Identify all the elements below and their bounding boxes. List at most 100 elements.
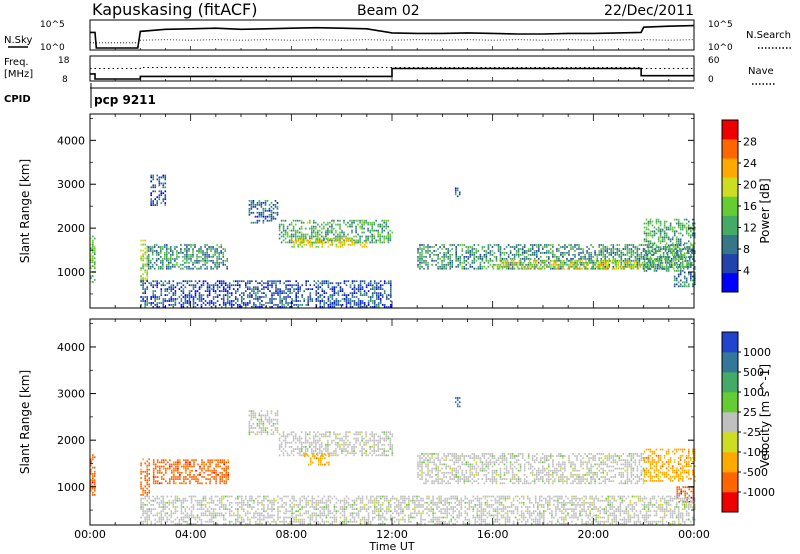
echo-cell	[279, 306, 281, 308]
echo-cell	[455, 476, 457, 478]
echo-cell	[292, 225, 295, 228]
echo-cell	[202, 284, 205, 287]
echo-cell	[359, 219, 361, 222]
echo-cell	[90, 275, 92, 277]
echo-cell	[587, 267, 589, 270]
echo-cell	[451, 263, 453, 266]
echo-cell	[499, 258, 502, 260]
echo-cell	[467, 246, 470, 248]
echo-cell	[331, 229, 333, 232]
echo-cell	[207, 469, 209, 472]
echo-cell	[295, 240, 297, 242]
echo-cell	[558, 244, 560, 246]
echo-cell	[487, 465, 490, 468]
echo-cell	[657, 228, 660, 231]
echo-cell	[647, 220, 650, 223]
echo-cell	[531, 248, 534, 250]
echo-cell	[694, 275, 696, 278]
echo-cell	[319, 241, 322, 244]
echo-cell	[237, 306, 239, 308]
echo-cell	[163, 461, 165, 464]
echo-cell	[369, 300, 372, 302]
echo-cell	[166, 294, 169, 296]
nsearch-tick-top: 10^5	[708, 20, 733, 30]
echo-cell	[469, 455, 472, 457]
echo-cell	[313, 431, 315, 434]
colorbar-swatch	[722, 234, 738, 255]
echo-cell	[421, 261, 423, 264]
echo-cell	[204, 246, 206, 248]
echo-cell	[307, 300, 309, 302]
echo-cell	[649, 218, 652, 221]
echo-cell	[158, 190, 161, 193]
echo-cell	[576, 263, 578, 266]
echo-cell	[94, 475, 96, 477]
echo-cell	[671, 230, 674, 233]
echo-cell	[653, 234, 656, 237]
echo-cell	[150, 296, 152, 298]
echo-cell	[323, 300, 326, 302]
echo-cell	[208, 304, 211, 306]
echo-cell	[455, 471, 457, 474]
echo-cell	[140, 483, 142, 486]
echo-cell	[222, 294, 225, 296]
echo-cell	[291, 240, 293, 242]
echo-cell	[325, 231, 327, 234]
echo-cell	[200, 284, 203, 287]
echo-cell	[429, 461, 431, 464]
echo-cell	[223, 467, 225, 470]
echo-cell	[690, 228, 692, 231]
echo-cell	[337, 284, 340, 287]
echo-cell	[656, 263, 659, 266]
echo-cell	[588, 259, 590, 262]
echo-cell	[337, 245, 340, 248]
echo-cell	[652, 254, 655, 256]
echo-cell	[660, 258, 663, 260]
echo-cell	[391, 448, 394, 450]
echo-cell	[612, 261, 615, 264]
echo-cell	[164, 288, 167, 290]
echo-cell	[505, 246, 508, 248]
echo-cell	[673, 254, 676, 256]
echo-cell	[220, 284, 223, 287]
echo-cell	[152, 476, 155, 478]
echo-cell	[377, 286, 380, 289]
echo-cell	[493, 476, 496, 478]
echo-cell	[259, 296, 261, 298]
echo-cell	[473, 465, 476, 468]
echo-cell	[144, 300, 146, 302]
echo-cell	[152, 186, 154, 189]
echo-cell	[678, 244, 681, 246]
echo-cell	[663, 240, 666, 243]
echo-cell	[469, 471, 472, 474]
nave-label: Nave	[748, 66, 774, 77]
echo-cell	[499, 471, 502, 474]
echo-cell	[157, 254, 160, 256]
colorbar-tick-label: 12	[743, 222, 757, 235]
echo-cell	[505, 265, 508, 268]
echo-cell	[212, 246, 214, 248]
echo-cell	[292, 450, 295, 452]
echo-cell	[425, 256, 427, 258]
echo-cell	[184, 248, 186, 250]
echo-cell	[455, 453, 457, 455]
echo-cell	[217, 474, 219, 476]
echo-cell	[325, 229, 327, 232]
echo-cell	[339, 448, 341, 450]
echo-cell	[323, 282, 326, 285]
echo-cell	[618, 248, 621, 250]
echo-cell	[570, 244, 572, 246]
echo-cell	[174, 265, 176, 268]
echo-cell	[673, 256, 676, 258]
echo-cell	[189, 463, 191, 466]
echo-cell	[309, 441, 311, 444]
echo-cell	[333, 306, 336, 308]
echo-cell	[499, 263, 502, 266]
echo-cell	[604, 250, 606, 252]
echo-cell	[665, 266, 668, 268]
echo-cell	[174, 294, 177, 296]
echo-cell	[315, 441, 317, 444]
echo-cell	[94, 483, 96, 486]
echo-cell	[481, 267, 484, 270]
